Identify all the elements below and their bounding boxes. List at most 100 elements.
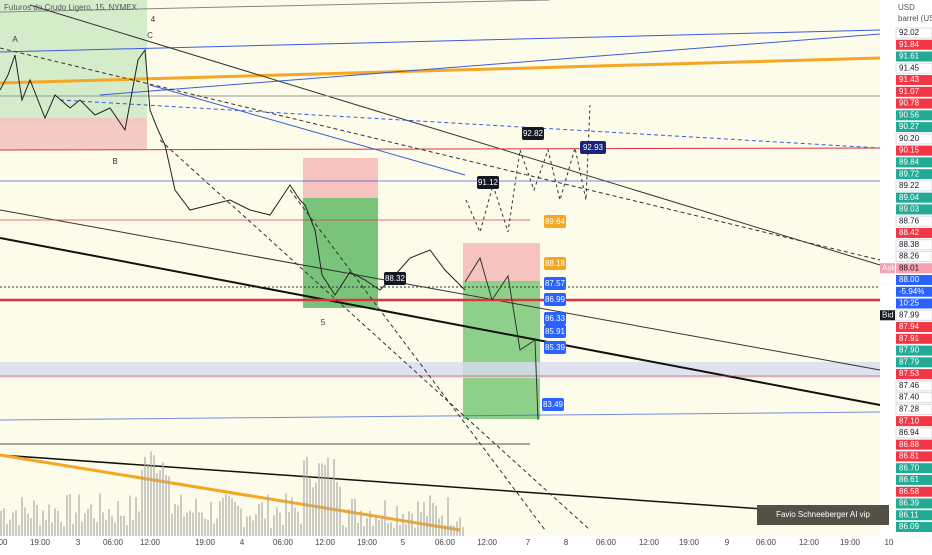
volume-bar [258,503,260,536]
volume-bar [348,509,350,536]
volume-bar [129,495,131,536]
volume-bar [375,515,377,536]
price-box [544,293,566,306]
volume-bar [249,515,251,536]
volume-bar [303,460,305,536]
price-label-bg [895,250,932,262]
volume-bar [174,504,176,536]
volume-bar [252,520,254,536]
price-label: 88.26 [899,252,920,261]
price-box [542,398,564,411]
volume-bar [378,519,380,536]
price-label: 90.78 [899,99,920,108]
volume-bar [198,512,200,536]
zone [463,243,540,281]
price-label-bg [896,169,932,180]
volume-bar [267,494,269,536]
price-label: 87.99 [899,310,920,319]
price-label: 88.00 [899,275,920,284]
volume-bar [132,519,134,536]
watermark-bg [757,505,889,525]
price-label-bg [895,403,932,415]
volume-bar [183,516,185,536]
volume-bar [21,497,23,536]
price-box [544,215,566,228]
volume-bar [168,476,170,536]
volume-bar [231,497,233,536]
volume-bar [423,502,425,536]
time-axis-bg [0,536,932,550]
price-box [544,341,566,354]
volume-bar [345,527,347,536]
volume-bar [126,525,128,536]
price-label: 91.84 [899,40,920,49]
price-label-bg [895,239,932,251]
volume-bar [462,526,464,536]
volume-bar [309,478,311,536]
volume-bar [192,512,194,536]
time-label: 12:00 [477,538,498,547]
price-label: 86.94 [899,428,920,437]
price-box-label: 86.33 [545,314,566,323]
time-label: 10 [885,538,894,547]
volume-bar [48,504,50,536]
time-label: 19:00 [840,538,861,547]
price-label-bg [896,510,932,521]
volume-bar [321,463,323,536]
price-label: 87.90 [899,346,920,355]
price-label: 88.76 [899,216,920,225]
price-label-bg [896,51,932,62]
price-label: 87.53 [899,369,920,378]
volume-bar [84,513,86,536]
zone [0,0,147,125]
price-label: 86.88 [899,440,920,449]
volume-bar [138,511,140,536]
volume-bar [288,512,290,536]
volume-bar [102,512,104,536]
volume-bar [213,523,215,536]
volume-bar [159,470,161,536]
wave-label: 4 [151,15,156,24]
price-label: 86.58 [899,487,920,496]
price-label-bg [896,286,932,297]
price-box-label: 85.39 [545,343,566,352]
volume-bar [72,523,74,536]
volume-bar [336,482,338,536]
price-label-bg [896,369,932,380]
wave-label: C [147,31,153,40]
price-label: 87.10 [899,416,920,425]
volume-bar [180,494,182,536]
volume-bar [459,517,461,536]
currency: USD [898,3,915,12]
volume-bar [216,518,218,536]
volume-bar [330,479,332,536]
price-box-label: 92.93 [583,143,604,152]
price-label: 87.94 [899,322,920,331]
price-label-bg [896,75,932,86]
volume-bar [87,508,89,536]
volume-bar [243,527,245,536]
volume-bar [141,469,143,536]
volume-bar [0,510,2,536]
price-label-bg [895,133,932,145]
price-box [477,176,499,189]
volume-bar [24,507,26,536]
volume-bar [123,515,125,536]
price-label: 88.01 [899,263,920,272]
volume-bar [447,497,449,536]
price-label-bg [896,498,932,509]
volume-bar [450,525,452,536]
volume-bar [207,519,209,536]
volume-bar [54,508,56,536]
volume-bar [96,522,98,536]
price-label-bg [896,298,932,309]
volume-bar [357,522,359,536]
volume-bar [297,511,299,536]
time-label: 06:00 [103,538,124,547]
time-label: 06:00 [596,538,617,547]
volume-bar [405,524,407,536]
symbol-title: Futuros de Crudo Ligero, 15, NYMEX [4,3,138,12]
zone [303,158,378,198]
price-label: 86.09 [899,522,920,531]
